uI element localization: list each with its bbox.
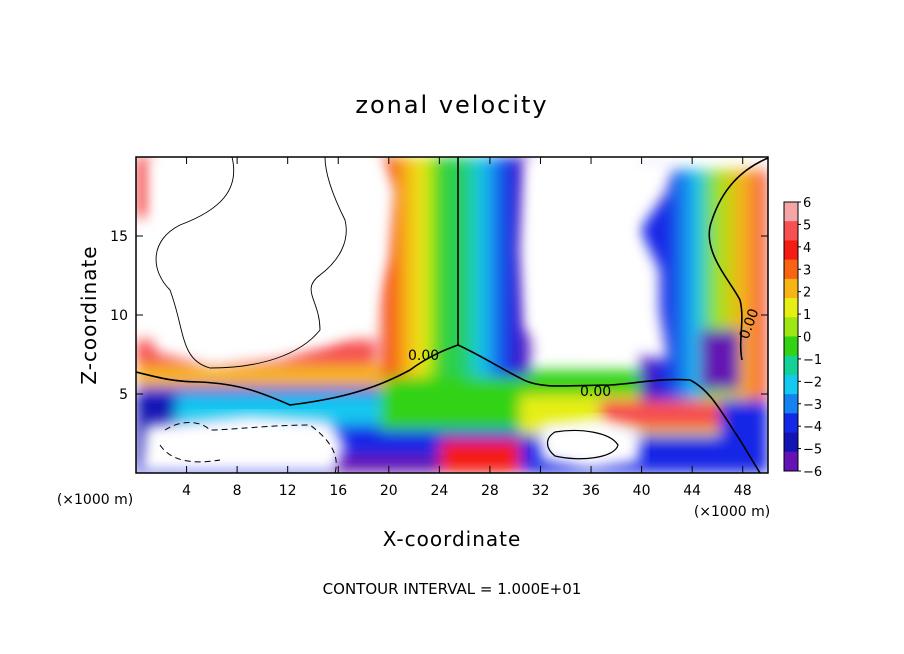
field-column-right bbox=[450, 157, 530, 377]
colorbar-segment bbox=[784, 413, 798, 434]
x-axis-title: X-coordinate bbox=[383, 527, 522, 551]
colorbar-label: −1 bbox=[803, 353, 822, 368]
colorbar-segment bbox=[784, 278, 798, 299]
x-tick-label: 8 bbox=[233, 483, 242, 499]
colorbar: 6 5 4 3 2 1 0 −1 −2 −3 −4 −5 −6 bbox=[783, 196, 822, 480]
colorbar-segment bbox=[784, 259, 798, 280]
field-column-left bbox=[382, 157, 460, 377]
white-region-upper-left bbox=[148, 157, 395, 368]
colorbar-segment bbox=[784, 202, 798, 222]
white-region-upper-middle bbox=[520, 157, 675, 360]
color-field bbox=[136, 157, 768, 473]
contour-interval-text: CONTOUR INTERVAL = 1.000E+01 bbox=[323, 580, 582, 598]
contour-zero-main bbox=[136, 157, 761, 473]
y-axis: 5 10 15 bbox=[110, 229, 768, 403]
contour-thin-upper-left bbox=[155, 157, 347, 369]
field-left-orange bbox=[136, 365, 386, 387]
white-region-lower-middle bbox=[540, 418, 640, 470]
colorbar-label: 0 bbox=[803, 331, 811, 346]
field-lower-purple bbox=[330, 455, 450, 473]
x-tick-label: 40 bbox=[633, 483, 651, 499]
y-tick-label: 5 bbox=[119, 387, 128, 403]
colorbar-segment bbox=[784, 298, 798, 318]
colorbar-segment bbox=[784, 394, 798, 414]
plot-area: 0.00 0.00 0.00 bbox=[135, 156, 769, 474]
colorbar-label: −5 bbox=[803, 443, 822, 458]
colorbar-segment bbox=[784, 432, 798, 453]
colorbar-label: 4 bbox=[803, 241, 811, 256]
field-left-edge-red bbox=[136, 157, 152, 217]
field-lower-mid-red bbox=[440, 440, 520, 473]
colorbar-segment bbox=[784, 355, 798, 376]
y-axis-title: Z-coordinate bbox=[77, 245, 101, 384]
x-tick-label: 44 bbox=[683, 483, 701, 499]
contour-zero-east bbox=[708, 157, 768, 361]
colorbar-segment bbox=[784, 317, 798, 337]
x-tick-label: 20 bbox=[380, 483, 398, 499]
x-tick-label: 28 bbox=[481, 483, 499, 499]
colorbar-label: 1 bbox=[803, 308, 811, 323]
x-tick-label: 36 bbox=[582, 483, 600, 499]
contour-thin-lower-middle bbox=[546, 429, 619, 460]
x-tick-label: 32 bbox=[532, 483, 550, 499]
colorbar-label: 5 bbox=[803, 218, 811, 233]
colorbar-label: −6 bbox=[803, 465, 822, 480]
x-unit-label-right: (×1000 m) bbox=[694, 504, 770, 520]
x-tick-label: 48 bbox=[734, 483, 752, 499]
colorbar-segment bbox=[784, 221, 798, 241]
colorbar-segment bbox=[784, 374, 798, 395]
contour-label-right: 0.00 bbox=[580, 384, 611, 400]
colorbar-label: −3 bbox=[803, 398, 822, 413]
colorbar-segment bbox=[784, 451, 798, 472]
colorbar-label: −2 bbox=[803, 375, 822, 390]
contour-lines bbox=[136, 157, 768, 473]
x-tick-label: 16 bbox=[329, 483, 347, 499]
x-axis: 4 8 12 16 20 24 28 32 36 40 44 48 bbox=[182, 157, 752, 499]
x-tick-label: 12 bbox=[279, 483, 297, 499]
colorbar-label: −4 bbox=[803, 420, 822, 435]
y-tick-label: 15 bbox=[110, 229, 128, 245]
colorbar-label: 2 bbox=[803, 286, 811, 301]
x-tick-label: 4 bbox=[182, 483, 191, 499]
colorbar-segment bbox=[784, 240, 798, 261]
white-region-lower-left bbox=[140, 415, 345, 473]
contour-dashed-lower-left bbox=[159, 422, 337, 473]
x-tick-label: 24 bbox=[430, 483, 448, 499]
colorbar-label: 6 bbox=[803, 196, 811, 211]
chart-title: zonal velocity bbox=[355, 91, 548, 119]
colorbar-label: 3 bbox=[803, 263, 811, 278]
y-tick-label: 10 bbox=[110, 308, 128, 324]
x-unit-label-left: (×1000 m) bbox=[57, 492, 133, 508]
field-purple-right bbox=[700, 330, 740, 390]
contour-label-left: 0.00 bbox=[408, 348, 439, 364]
colorbar-segment bbox=[784, 336, 798, 357]
